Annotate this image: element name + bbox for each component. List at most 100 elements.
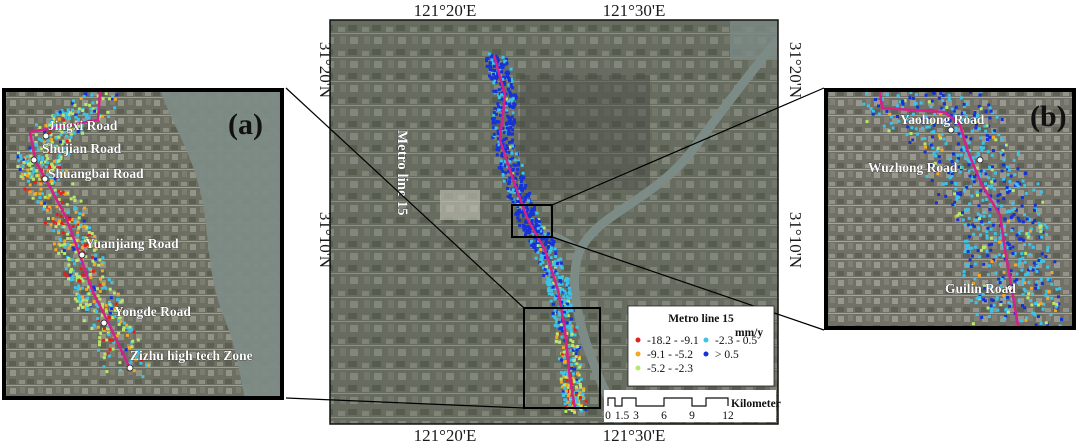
deformation-point [505,61,509,65]
deformation-point [107,315,111,319]
station-label: Zizhu high tech Zone [130,348,253,363]
deformation-point [45,145,49,149]
deformation-point [501,142,505,146]
deformation-point [560,298,564,302]
lon-bottom-left: 121°20'E [414,426,477,445]
deformation-point [505,75,509,78]
deformation-point [40,147,44,151]
deformation-point [59,192,63,196]
deformation-point [948,157,952,161]
deformation-point [988,106,992,110]
deformation-point [36,200,40,204]
deformation-point [519,188,523,192]
deformation-point [577,357,581,361]
deformation-point [516,205,520,209]
deformation-point [34,133,38,137]
deformation-point [543,237,546,241]
deformation-point [551,285,555,289]
deformation-point [923,150,927,154]
deformation-point [511,144,514,148]
deformation-point [78,212,82,215]
deformation-point [544,242,548,246]
deformation-point [1017,232,1021,235]
deformation-point [1024,251,1028,255]
deformation-point [85,243,89,246]
deformation-point [80,124,84,128]
deformation-point [47,138,51,142]
deformation-point [17,159,21,163]
deformation-point [31,196,35,200]
deformation-point [993,187,996,191]
deformation-point [501,169,505,173]
deformation-point [969,225,973,229]
deformation-point [66,125,70,129]
main-map: Metro line 15 [329,19,779,425]
deformation-point [957,157,961,161]
deformation-point [989,236,993,240]
deformation-point [84,304,88,308]
deformation-point [52,159,56,163]
deformation-point [496,129,500,133]
deformation-point [54,248,58,252]
deformation-point [954,122,958,126]
deformation-point [52,180,55,184]
deformation-point [122,328,125,332]
deformation-point [103,285,106,289]
deformation-point [970,129,974,133]
deformation-point [1004,143,1008,147]
deformation-point [1006,173,1010,177]
deformation-point [69,243,73,247]
deformation-point [547,241,551,245]
deformation-point [568,399,572,403]
deformation-point [1055,287,1059,291]
deformation-point [992,303,996,307]
station: Yuanjiang Road [78,236,179,259]
deformation-point [1038,235,1042,239]
deformation-point [525,210,529,214]
deformation-point [967,216,971,220]
deformation-point [124,348,128,352]
deformation-point [508,122,512,125]
panel-b-metro-line [878,91,1020,327]
deformation-point [507,71,511,75]
deformation-point [969,90,972,94]
deformation-point [985,198,989,201]
deformation-point [63,140,67,144]
deformation-point [80,246,84,250]
deformation-point [1045,225,1049,229]
deformation-point [564,398,568,402]
deformation-point [1050,282,1054,286]
deformation-point [871,109,875,113]
deformation-point [28,146,32,150]
deformation-point [942,108,946,112]
deformation-point [510,197,514,201]
deformation-point [63,146,67,150]
deformation-point [584,399,588,403]
deformation-point [92,248,96,252]
deformation-point [81,295,85,299]
deformation-point [1032,188,1036,192]
deformation-point [911,138,915,142]
deformation-point [564,409,568,413]
deformation-point [563,309,567,313]
deformation-point [1007,168,1011,172]
deformation-point [910,85,913,88]
deformation-point [526,208,530,212]
deformation-point [974,120,978,124]
deformation-point [1050,271,1054,274]
deformation-point [74,210,78,214]
deformation-point [989,227,993,231]
deformation-point [509,84,513,88]
deformation-point [101,261,105,264]
deformation-point [80,240,84,244]
deformation-point [942,85,945,88]
deformation-point [518,186,522,190]
deformation-point [77,107,81,111]
deformation-point [979,233,982,237]
deformation-point [881,98,884,102]
deformation-point [71,245,75,249]
deformation-point [909,132,913,135]
deformation-point [968,258,972,262]
deformation-point [45,154,49,158]
deformation-point [515,172,519,176]
